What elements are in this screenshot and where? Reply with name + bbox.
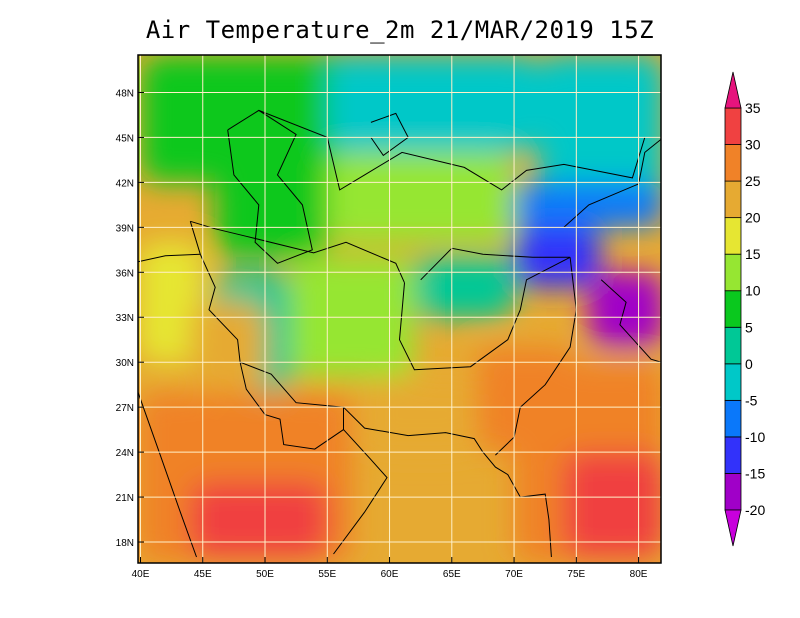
temperature-field bbox=[138, 55, 661, 563]
colorbar-label: -15 bbox=[745, 465, 765, 481]
colorbar-label: 25 bbox=[745, 173, 761, 189]
region-afghan-highlands bbox=[414, 257, 515, 318]
region-central-asia-plains bbox=[327, 152, 515, 243]
plot-frame bbox=[137, 54, 662, 564]
colorbar-label: 20 bbox=[745, 210, 761, 226]
y-tick-label: 48N bbox=[116, 88, 134, 99]
colorbar-box bbox=[724, 363, 742, 401]
x-tick-label: 50E bbox=[256, 569, 274, 580]
colorbar-box bbox=[724, 253, 742, 292]
iran-border-n-outline bbox=[190, 220, 405, 284]
y-tick-label: 24N bbox=[116, 448, 134, 459]
x-tick-label: 75E bbox=[567, 569, 585, 580]
y-tick-label: 42N bbox=[116, 178, 134, 189]
y-tick-label: 45N bbox=[116, 133, 134, 144]
caspian-sea-outline bbox=[227, 109, 313, 264]
colorbar-label: -5 bbox=[745, 392, 758, 408]
kazakh-border-outline bbox=[258, 109, 646, 191]
y-tick-label: 18N bbox=[116, 538, 134, 549]
y-tick-label: 30N bbox=[116, 358, 134, 369]
region-makran-baluchistan bbox=[364, 377, 477, 453]
colorbar-label: 15 bbox=[745, 246, 761, 262]
colorbar-label: -20 bbox=[745, 502, 765, 518]
red-sea-coast-outline bbox=[138, 392, 197, 558]
india-china-outline bbox=[600, 279, 661, 363]
colorbar-box bbox=[724, 326, 742, 365]
colorbar-box bbox=[724, 399, 742, 438]
colorbar-label: -10 bbox=[745, 429, 765, 445]
x-tick-label: 60E bbox=[381, 569, 399, 580]
persian-gulf-outline bbox=[239, 361, 344, 450]
colorbar-label: 10 bbox=[745, 283, 761, 299]
y-tick-label: 33N bbox=[116, 313, 134, 324]
colorbar-box bbox=[724, 436, 742, 474]
region-tian-shan bbox=[514, 182, 661, 228]
colorbar-label: 30 bbox=[745, 137, 761, 153]
colorbar-label: 5 bbox=[745, 319, 753, 335]
region-tibetan-plateau bbox=[588, 272, 661, 348]
y-tick-label: 39N bbox=[116, 223, 134, 234]
afghan-border-outline bbox=[398, 247, 571, 371]
colorbar-box bbox=[724, 107, 742, 145]
longitude-axis: 40E 45E 50E 55E 60E 65E 70E 75E 80E bbox=[132, 557, 648, 580]
colorbar-under-triangle bbox=[724, 509, 742, 547]
colorbar-label: 0 bbox=[745, 356, 753, 372]
colorbar-box bbox=[724, 144, 742, 182]
region-caspian-region bbox=[215, 122, 328, 258]
x-tick-label: 80E bbox=[630, 569, 648, 580]
x-tick-label: 65E bbox=[443, 569, 461, 580]
turkey-syria-outline bbox=[138, 253, 201, 263]
region-kazakh-steppe bbox=[327, 55, 539, 153]
y-tick-label: 21N bbox=[116, 493, 134, 504]
region-mesopotamia bbox=[190, 302, 266, 393]
x-tick-label: 70E bbox=[505, 569, 523, 580]
lat-lon-grid bbox=[138, 55, 661, 563]
y-tick-label: 36N bbox=[116, 268, 134, 279]
colorbar-box bbox=[724, 473, 742, 511]
x-tick-label: 55E bbox=[318, 569, 336, 580]
colorbar-box bbox=[724, 290, 742, 328]
region-central-india bbox=[563, 452, 661, 558]
iraq-border-outline bbox=[189, 221, 241, 363]
x-tick-label: 45E bbox=[194, 569, 212, 580]
colorbar-box bbox=[724, 180, 742, 219]
arabian-coast-outline bbox=[333, 429, 388, 555]
iran-pakistan-coast-outline bbox=[343, 406, 484, 453]
colorbar: -20 -15 -10 -5 0 5 10 15 20 25 30 35 bbox=[724, 71, 765, 547]
latitude-axis: 18N 21N 24N 27N 30N 33N 36N 39N 42N 45N 48N bbox=[116, 88, 144, 549]
region-northeast bbox=[538, 55, 661, 198]
x-tick-label: 40E bbox=[132, 569, 150, 580]
colorbar-label: 35 bbox=[745, 100, 761, 116]
colorbar-over-triangle bbox=[724, 71, 742, 109]
y-tick-label: 27N bbox=[116, 403, 134, 414]
colorbar-box bbox=[724, 217, 742, 255]
chart-title: Air Temperature_2m 21/MAR/2019 15Z bbox=[145, 16, 655, 44]
region-rub-al-khali bbox=[190, 482, 328, 558]
